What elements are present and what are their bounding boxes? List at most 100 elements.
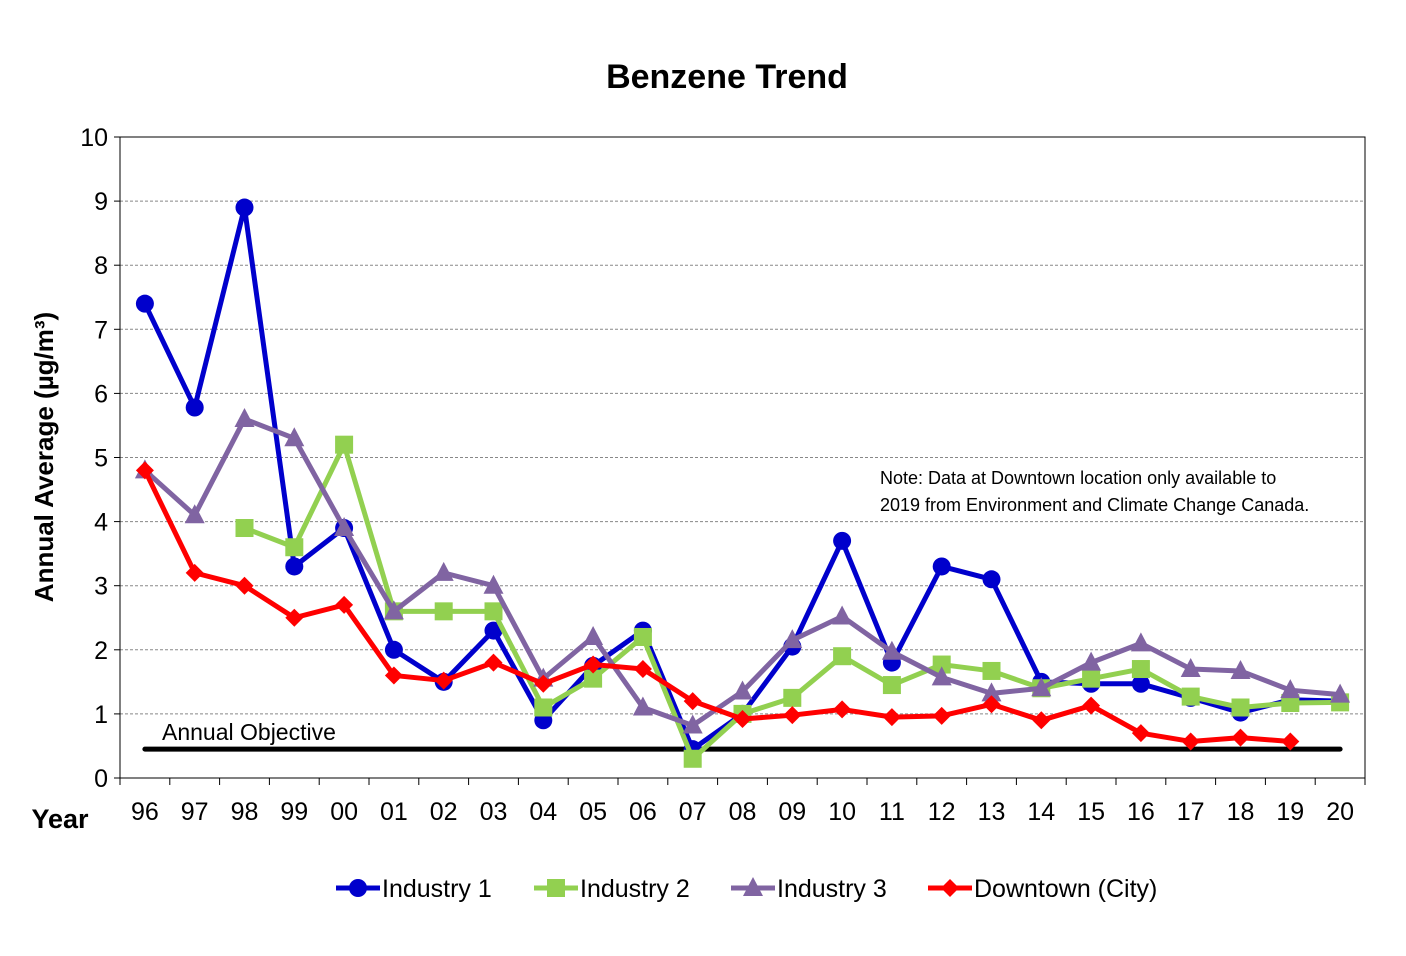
data-point-downtown-city <box>1131 724 1150 743</box>
data-point-downtown-city <box>982 695 1001 714</box>
data-point-industry-3 <box>334 517 355 537</box>
x-tick-label: 08 <box>729 798 757 826</box>
data-point-industry-2 <box>1231 698 1250 717</box>
data-point-industry-2 <box>882 676 901 695</box>
legend-marker <box>743 877 763 896</box>
data-point-industry-1 <box>932 557 951 576</box>
data-point-industry-3 <box>1280 679 1301 699</box>
legend-label: Industry 1 <box>382 875 492 903</box>
data-point-industry-2 <box>932 655 951 674</box>
data-point-industry-3 <box>981 682 1002 702</box>
data-point-industry-1 <box>384 640 403 659</box>
x-tick-label: 05 <box>579 798 607 826</box>
data-point-downtown-city <box>733 710 752 729</box>
x-tick-label: 16 <box>1127 798 1155 826</box>
data-point-downtown-city <box>633 660 652 679</box>
data-point-industry-1 <box>135 294 154 313</box>
x-tick-label: 04 <box>529 798 557 826</box>
data-point-industry-1 <box>484 621 503 640</box>
y-tick-label: 4 <box>94 509 108 537</box>
data-point-industry-2 <box>982 661 1001 680</box>
note-annotation: Note: Data at Downtown location only ava… <box>880 468 1309 515</box>
data-point-downtown-city <box>932 706 951 725</box>
x-tick-label: 10 <box>828 798 856 826</box>
note-line-1: Note: Data at Downtown location only ava… <box>880 468 1276 488</box>
series-downtown-city <box>135 461 1300 751</box>
y-tick-label: 2 <box>94 637 108 665</box>
series-industry-3 <box>134 408 1351 734</box>
y-tick-label: 6 <box>94 380 108 408</box>
y-tick-label: 5 <box>94 445 108 473</box>
data-point-industry-3 <box>1130 632 1151 652</box>
data-point-downtown-city <box>335 595 354 614</box>
legend-item: Industry 2 <box>534 875 690 903</box>
x-tick-label: 15 <box>1077 798 1105 826</box>
data-point-industry-3 <box>184 504 205 524</box>
y-tick-label: 3 <box>94 573 108 601</box>
data-point-downtown-city <box>683 692 702 711</box>
x-tick-label: 18 <box>1227 798 1255 826</box>
data-point-industry-2 <box>534 698 553 717</box>
data-point-downtown-city <box>135 461 154 480</box>
legend-label: Downtown (City) <box>974 875 1157 903</box>
data-point-industry-2 <box>434 602 453 621</box>
data-point-industry-1 <box>982 570 1001 589</box>
data-point-industry-1 <box>235 198 254 217</box>
x-tick-label: 17 <box>1177 798 1205 826</box>
x-tick-label: 98 <box>231 798 259 826</box>
legend-item: Industry 1 <box>336 875 492 903</box>
data-point-industry-3 <box>483 574 504 594</box>
data-point-downtown-city <box>534 674 553 693</box>
x-tick-label: 13 <box>978 798 1006 826</box>
data-point-downtown-city <box>1231 728 1250 747</box>
data-point-industry-2 <box>1281 694 1300 713</box>
x-tick-label: 96 <box>131 798 159 826</box>
data-point-industry-3 <box>1180 658 1201 678</box>
legend-label: Industry 2 <box>580 875 690 903</box>
x-tick-label: 20 <box>1326 798 1354 826</box>
x-tick-label: 03 <box>480 798 508 826</box>
legend-item: Downtown (City) <box>928 875 1157 903</box>
data-point-industry-2 <box>584 669 603 688</box>
x-tick-label: 19 <box>1276 798 1304 826</box>
data-point-industry-3 <box>1031 677 1052 697</box>
data-point-downtown-city <box>1082 696 1101 715</box>
legend-marker <box>349 879 367 897</box>
legend-marker <box>941 879 959 897</box>
x-tick-label: 11 <box>879 798 905 826</box>
data-point-industry-3 <box>632 696 653 716</box>
legend-marker <box>547 879 565 897</box>
data-point-industry-1 <box>1131 674 1150 693</box>
data-point-industry-2 <box>285 538 304 557</box>
y-tick-label: 0 <box>94 765 108 793</box>
y-tick-label: 8 <box>94 252 108 280</box>
data-point-industry-3 <box>782 629 803 649</box>
x-tick-label: 97 <box>181 798 209 826</box>
data-point-downtown-city <box>384 666 403 685</box>
note-line-2: 2019 from Environment and Climate Change… <box>880 495 1309 515</box>
x-tick-label: 99 <box>280 798 308 826</box>
data-point-downtown-city <box>285 608 304 627</box>
data-point-downtown-city <box>434 671 453 690</box>
x-tick-label: 07 <box>679 798 707 826</box>
data-point-industry-2 <box>1181 687 1200 706</box>
data-point-downtown-city <box>833 700 852 719</box>
y-tick-label: 9 <box>94 188 108 216</box>
y-tick-label: 7 <box>94 316 108 344</box>
data-point-industry-3 <box>583 625 604 645</box>
data-point-industry-2 <box>833 647 852 666</box>
data-point-downtown-city <box>484 653 503 672</box>
legend-label: Industry 3 <box>777 875 887 903</box>
x-tick-label: 06 <box>629 798 657 826</box>
y-tick-label: 10 <box>80 124 108 152</box>
legend-item: Industry 3 <box>731 875 887 903</box>
data-point-downtown-city <box>185 563 204 582</box>
data-point-industry-3 <box>383 600 404 620</box>
data-point-downtown-city <box>1032 711 1051 730</box>
y-tick-label: 1 <box>94 701 108 729</box>
data-point-industry-2 <box>484 602 503 621</box>
x-tick-label: 12 <box>928 798 956 826</box>
data-point-industry-3 <box>1081 651 1102 671</box>
chart-title: Benzene Trend <box>606 58 848 96</box>
x-axis-label: Year <box>31 804 89 834</box>
